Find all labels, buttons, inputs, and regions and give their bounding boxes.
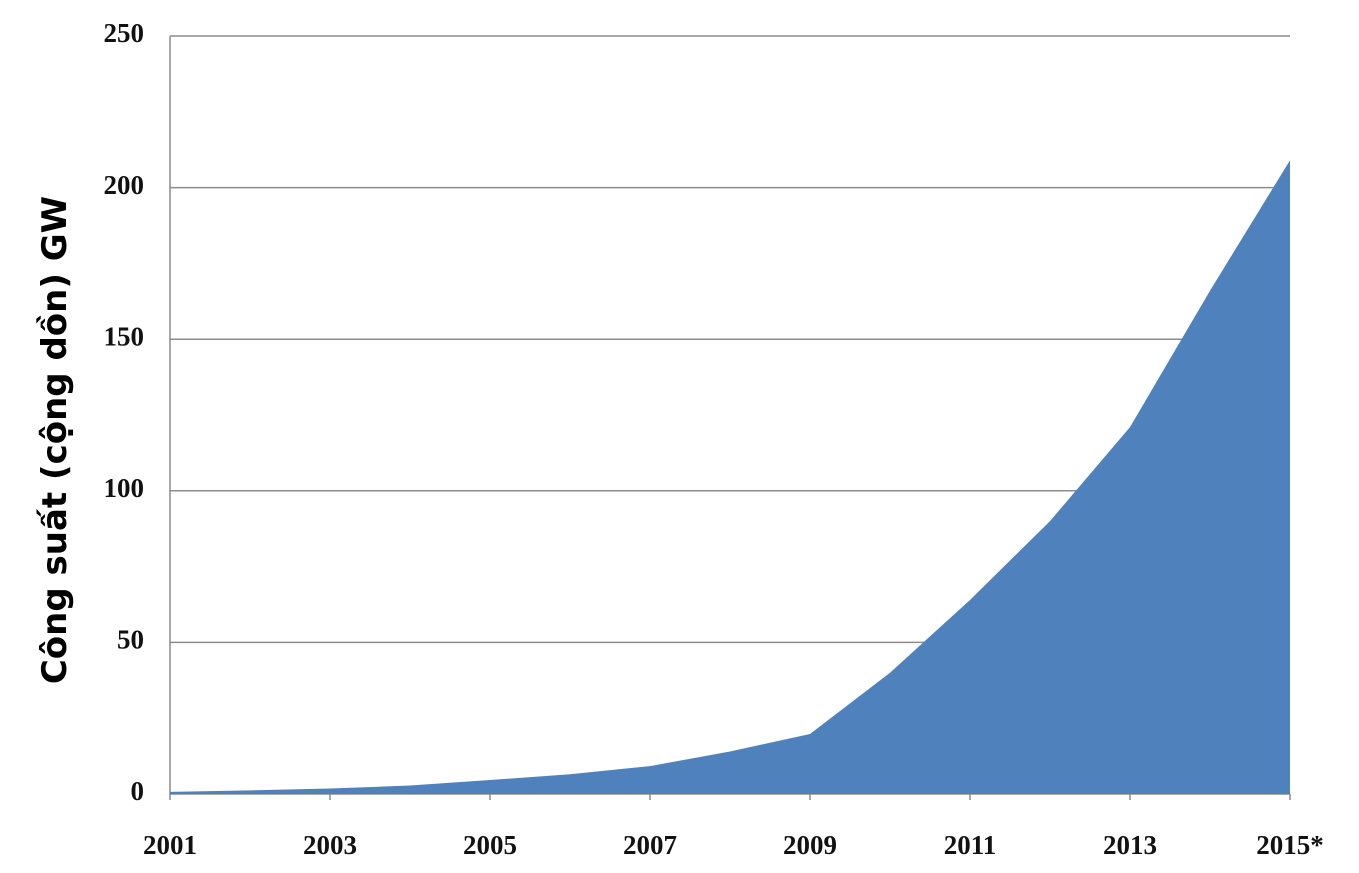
y-tick-label: 100 — [104, 473, 145, 503]
x-tick-label: 2013 — [1103, 830, 1157, 860]
y-tick-label: 150 — [104, 321, 145, 351]
x-tick-label: 2003 — [303, 830, 357, 860]
x-tick-label: 2007 — [623, 830, 677, 860]
y-tick-label: 200 — [104, 170, 145, 200]
x-tick-label: 2011 — [944, 830, 997, 860]
x-tick-label: 2001 — [143, 830, 197, 860]
area — [170, 160, 1290, 794]
x-tick-label: 2005 — [463, 830, 517, 860]
y-tick-label: 250 — [104, 18, 145, 48]
y-tick-label: 50 — [117, 625, 144, 655]
y-axis-title: Công suất (cộng dồn) GW — [35, 196, 75, 684]
x-tick-label: 2009 — [783, 830, 837, 860]
x-tick-label: 2015* — [1256, 830, 1324, 860]
y-tick-label: 0 — [131, 776, 145, 806]
